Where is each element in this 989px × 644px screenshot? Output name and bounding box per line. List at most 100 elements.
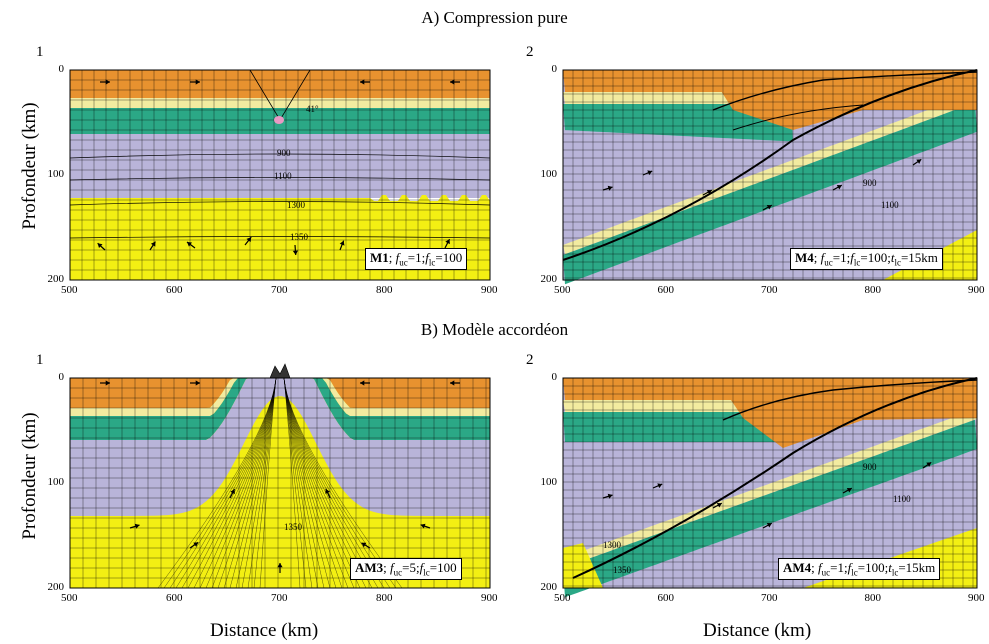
isotherm-label: 1350 [290, 232, 309, 242]
middle-crust-layer [70, 98, 490, 108]
x-tick-label: 500 [61, 284, 78, 296]
x-tick-label: 900 [481, 284, 498, 296]
panel-frame [562, 69, 978, 281]
flow-streamlines [157, 377, 403, 589]
y-tick-label: 200 [540, 581, 558, 593]
lithospheric-mantle-layer [70, 134, 490, 198]
subduction-shear-zone [562, 69, 978, 261]
y-tick-label: 0 [58, 63, 65, 75]
arrow-head [134, 523, 140, 529]
arrow-head [339, 240, 345, 246]
arrow-head [836, 185, 842, 190]
panel-b2-accordion-am4: 900 1100 1300 1350 [562, 377, 978, 598]
x-tick-label: 700 [761, 284, 778, 296]
y-tick-label: 100 [540, 168, 558, 180]
upper-crust-layer [70, 70, 490, 98]
x-tick-label: 600 [657, 284, 675, 296]
slab-lower-crust [563, 419, 977, 598]
x-tick-label: 600 [657, 592, 675, 604]
isotherm-line [69, 153, 491, 159]
arrow-head [325, 488, 330, 494]
arrow-head [926, 462, 932, 467]
isotherm-label: 1300 [287, 200, 306, 210]
arrow-head [195, 380, 200, 386]
y-tick-label: 200 [47, 273, 65, 285]
arrow-head [706, 190, 712, 195]
panel-number-b1: 1 [36, 352, 44, 368]
y-tick-label: 0 [551, 371, 558, 383]
isotherm-label: 1350 [284, 522, 303, 532]
y-tick-label: 200 [540, 273, 558, 285]
panel-b1-accordion-am3: 1350 [69, 363, 491, 589]
subduction-shear-zone [572, 377, 978, 579]
orogenic-wedge [713, 70, 977, 130]
model-label-am3: AM3; fuc=5;flc=100 [350, 558, 462, 580]
section-title-a: A) Compression pure [421, 8, 568, 27]
thrust-fault [732, 104, 864, 131]
model-label-m4: M4; fuc=1;flc=100;tlc=15km [790, 248, 943, 270]
model-label-m1: M1; fuc=1;flc=100 [365, 248, 468, 270]
x-tick-label: 600 [166, 284, 183, 296]
arrow-head [450, 79, 455, 85]
model-label-am4: AM4; fuc=1;flc=100;tlc=15km [778, 558, 941, 580]
y-tick-label: 100 [47, 168, 65, 180]
arrow-head [766, 523, 772, 528]
arrow-head [360, 380, 365, 386]
panel-frame [69, 69, 491, 281]
x-tick-label: 600 [166, 592, 183, 604]
x-tick-label: 700 [271, 592, 288, 604]
isotherm-line [69, 236, 491, 239]
section-title-b: B) Modèle accordéon [420, 320, 569, 339]
arrow-head [97, 243, 103, 248]
arrow-head [647, 170, 653, 176]
arrow-head [716, 503, 722, 508]
x-tick-label: 900 [968, 592, 985, 604]
y-tick-label: 200 [47, 581, 65, 593]
arrow-head [105, 79, 110, 85]
arrow-head [450, 380, 455, 386]
x-axis-label-right: Distance (km) [703, 620, 812, 641]
arrow-head [607, 493, 613, 499]
isotherm-label: 1300 [603, 540, 622, 550]
arrow-head [420, 523, 426, 529]
x-tick-label: 500 [554, 284, 571, 296]
upper-crust-layer [70, 378, 490, 408]
x-tick-label: 900 [481, 592, 498, 604]
x-tick-label: 800 [376, 592, 393, 604]
panel-frame [562, 377, 978, 589]
x-tick-label: 700 [761, 592, 778, 604]
isotherm-label: 900 [277, 148, 291, 158]
arrow-head [657, 483, 663, 489]
isotherm-label: 41° [306, 104, 319, 114]
x-tick-label: 500 [61, 592, 78, 604]
isotherm-label: 900 [863, 178, 877, 188]
panel-number-a2: 2 [526, 44, 534, 60]
isotherm-label: 1100 [274, 171, 292, 181]
x-axis-label-left: Distance (km) [210, 620, 319, 641]
arrow-head [292, 250, 298, 255]
arrow-head [445, 239, 450, 245]
arrow-head [766, 205, 772, 210]
x-tick-label: 500 [554, 592, 571, 604]
panel-number-b2: 2 [526, 352, 534, 368]
arrow-head [360, 79, 365, 85]
isotherm-label: 1100 [893, 494, 911, 504]
isotherm-line [69, 201, 491, 206]
y-tick-label: 100 [47, 476, 65, 488]
lithospheric-mantle-layer [70, 378, 490, 516]
lower-crust-layer [70, 378, 490, 440]
x-tick-label: 800 [864, 592, 882, 604]
arrow-head [150, 241, 156, 247]
arrow-head [846, 488, 852, 493]
lower-crust-layer [563, 412, 793, 442]
isotherm-line [69, 177, 491, 181]
melt-blob [274, 116, 284, 124]
arrow-head [607, 185, 613, 191]
thrust-fault [722, 379, 978, 421]
arrow-head [361, 542, 367, 548]
arrow-head [105, 380, 110, 386]
y-tick-label: 100 [540, 476, 558, 488]
slab-lower-crust [563, 102, 977, 285]
y-tick-label: 0 [58, 371, 65, 383]
lower-crust-layer [563, 104, 793, 142]
